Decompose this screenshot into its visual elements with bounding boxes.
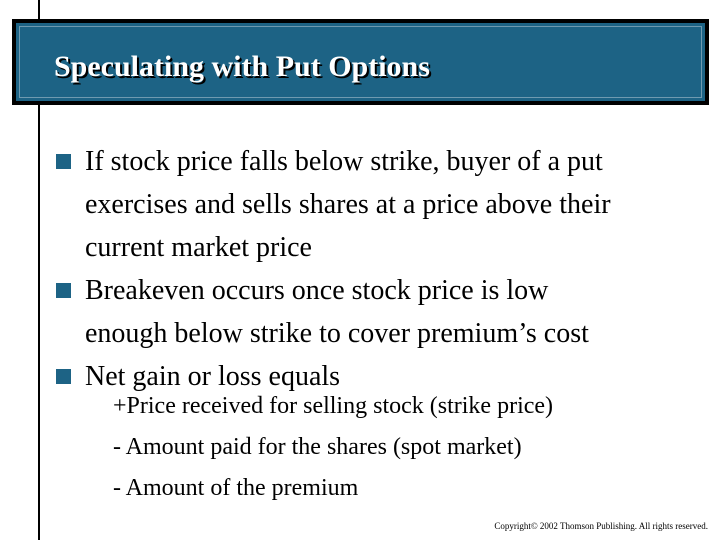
square-bullet-icon	[56, 154, 71, 169]
bullet-text-line: enough below strike to cover premium’s c…	[85, 318, 589, 349]
square-bullet-icon	[56, 283, 71, 298]
bullet-text-line: exercises and sells shares at a price ab…	[85, 189, 611, 220]
bullet-item: Net gain or loss equals	[56, 355, 706, 398]
bullet-text-line: If stock price falls below strike, buyer…	[85, 146, 603, 177]
slide-title: Speculating with Put Options	[54, 50, 430, 83]
bullet-item: Breakeven occurs once stock price is low…	[56, 269, 706, 355]
bullet-item: If stock price falls below strike, buyer…	[56, 140, 706, 269]
sub-item-line: - Amount paid for the shares (spot marke…	[113, 434, 522, 460]
copyright-notice: Copyright© 2002 Thomson Publishing. All …	[494, 521, 708, 531]
bullet-text-line: Net gain or loss equals	[85, 361, 341, 392]
title-banner-inner-border	[19, 26, 702, 98]
left-vertical-rule	[38, 0, 40, 540]
sub-item-list: +Price received for selling stock (strik…	[113, 386, 553, 509]
sub-item-line: +Price received for selling stock (strik…	[113, 393, 554, 419]
bullet-text-line: Breakeven occurs once stock price is low	[85, 275, 549, 306]
sub-item-line: - Amount of the premium	[113, 475, 359, 501]
bullet-text-line: current market price	[85, 232, 312, 263]
bullet-list: If stock price falls below strike, buyer…	[56, 140, 706, 398]
title-banner: Speculating with Put Options	[12, 19, 709, 105]
square-bullet-icon	[56, 369, 71, 384]
